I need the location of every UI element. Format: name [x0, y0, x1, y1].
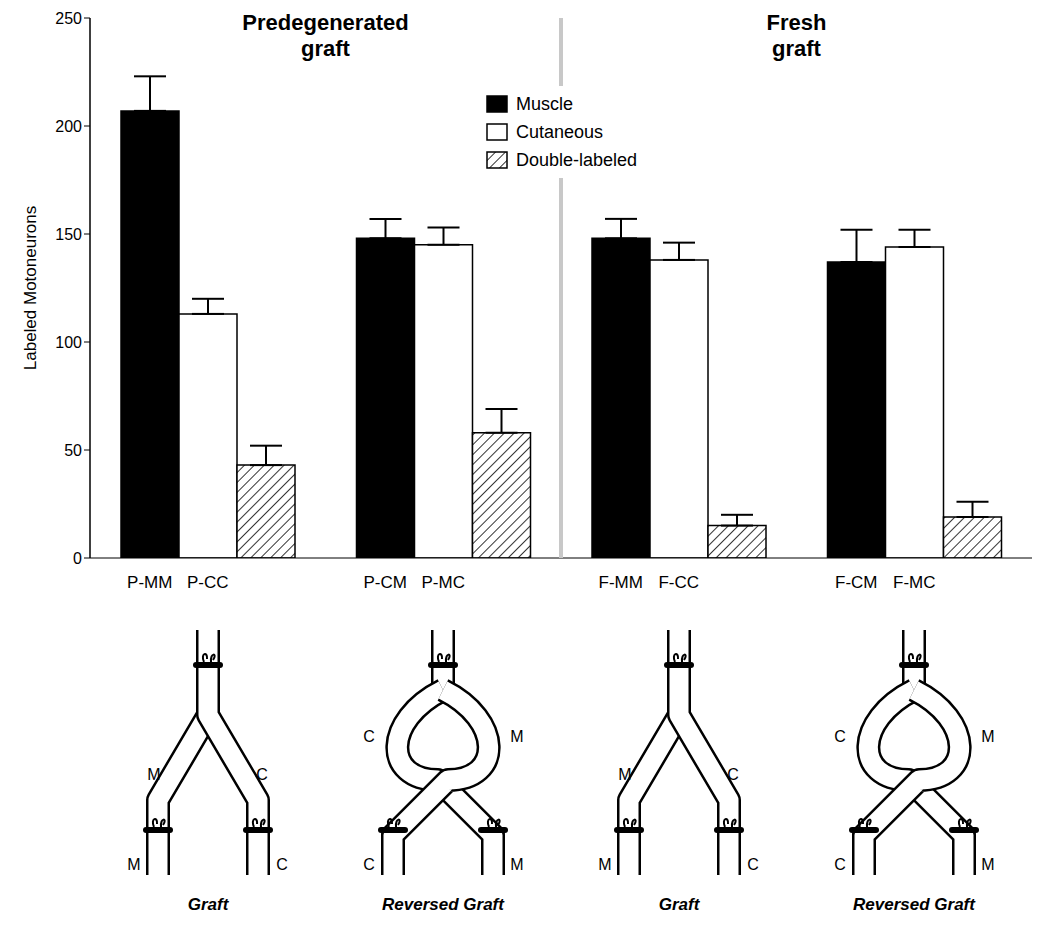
html-text:graft: graft — [301, 36, 350, 61]
svg-text:P-CM: P-CM — [364, 573, 407, 592]
svg-text:M: M — [511, 728, 524, 745]
html-text:Double-labeled: Double-labeled — [516, 149, 638, 170]
svg-text:M: M — [982, 728, 995, 745]
svg-text:F-CC: F-CC — [658, 573, 699, 592]
html-text:Muscle: Muscle — [516, 93, 573, 114]
svg-text:M: M — [127, 856, 140, 873]
svg-text:Labeled Motoneurons: Labeled Motoneurons — [21, 206, 40, 370]
svg-text:C: C — [256, 766, 268, 783]
svg-text:Graft: Graft — [658, 895, 700, 914]
svg-text:C: C — [834, 856, 846, 873]
svg-text:P-MM: P-MM — [127, 573, 172, 592]
svg-text:100: 100 — [55, 334, 82, 351]
svg-text:P-CC: P-CC — [187, 573, 229, 592]
html-text:Cutaneous: Cutaneous — [516, 121, 604, 142]
svg-text:F-CM: F-CM — [835, 573, 877, 592]
svg-text:F-MM: F-MM — [599, 573, 643, 592]
svg-text:F-MC: F-MC — [893, 573, 935, 592]
svg-text:200: 200 — [55, 118, 82, 135]
html-text:Predegenerated: Predegenerated — [242, 10, 409, 35]
svg-text:M: M — [147, 766, 160, 783]
svg-text:C: C — [276, 856, 288, 873]
svg-text:50: 50 — [64, 442, 82, 459]
svg-text:M: M — [618, 766, 631, 783]
svg-text:C: C — [834, 728, 846, 745]
svg-text:M: M — [511, 856, 524, 873]
svg-text:250: 250 — [55, 10, 82, 27]
svg-text:C: C — [727, 766, 739, 783]
svg-text:M: M — [982, 856, 995, 873]
svg-text:Reversed Graft: Reversed Graft — [382, 895, 505, 914]
svg-text:M: M — [598, 856, 611, 873]
svg-text:P-MC: P-MC — [422, 573, 465, 592]
svg-text:0: 0 — [73, 550, 82, 567]
svg-text:150: 150 — [55, 226, 82, 243]
svg-text:C: C — [363, 856, 375, 873]
html-text:Fresh: Fresh — [766, 10, 827, 35]
svg-text:C: C — [363, 728, 375, 745]
svg-text:Graft: Graft — [187, 895, 229, 914]
svg-text:C: C — [747, 856, 759, 873]
svg-text:Reversed Graft: Reversed Graft — [853, 895, 976, 914]
html-text:graft: graft — [772, 36, 821, 61]
